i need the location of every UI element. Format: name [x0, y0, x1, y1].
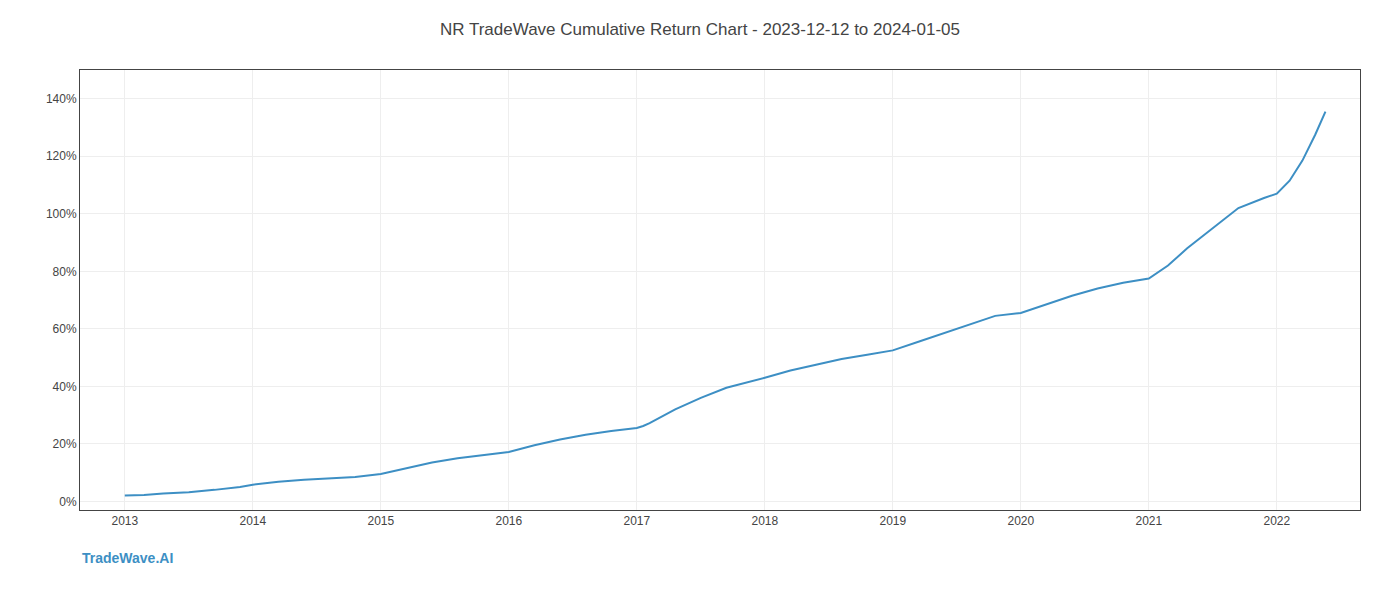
svg-text:40%: 40%: [53, 380, 77, 394]
svg-text:60%: 60%: [53, 322, 77, 336]
svg-text:0%: 0%: [59, 495, 77, 509]
svg-text:2015: 2015: [367, 514, 394, 528]
svg-text:120%: 120%: [46, 149, 77, 163]
svg-text:2022: 2022: [1263, 514, 1290, 528]
svg-text:2013: 2013: [111, 514, 138, 528]
svg-text:80%: 80%: [53, 265, 77, 279]
svg-text:TradeWave.AI: TradeWave.AI: [82, 550, 173, 566]
svg-text:2017: 2017: [623, 514, 650, 528]
svg-text:140%: 140%: [46, 92, 77, 106]
svg-text:NR TradeWave Cumulative Return: NR TradeWave Cumulative Return Chart - 2…: [440, 20, 960, 39]
svg-text:2021: 2021: [1135, 514, 1162, 528]
svg-text:2019: 2019: [879, 514, 906, 528]
svg-text:2020: 2020: [1007, 514, 1034, 528]
svg-text:20%: 20%: [53, 437, 77, 451]
svg-text:2014: 2014: [239, 514, 266, 528]
svg-text:2018: 2018: [751, 514, 778, 528]
svg-text:100%: 100%: [46, 207, 77, 221]
svg-text:2016: 2016: [495, 514, 522, 528]
